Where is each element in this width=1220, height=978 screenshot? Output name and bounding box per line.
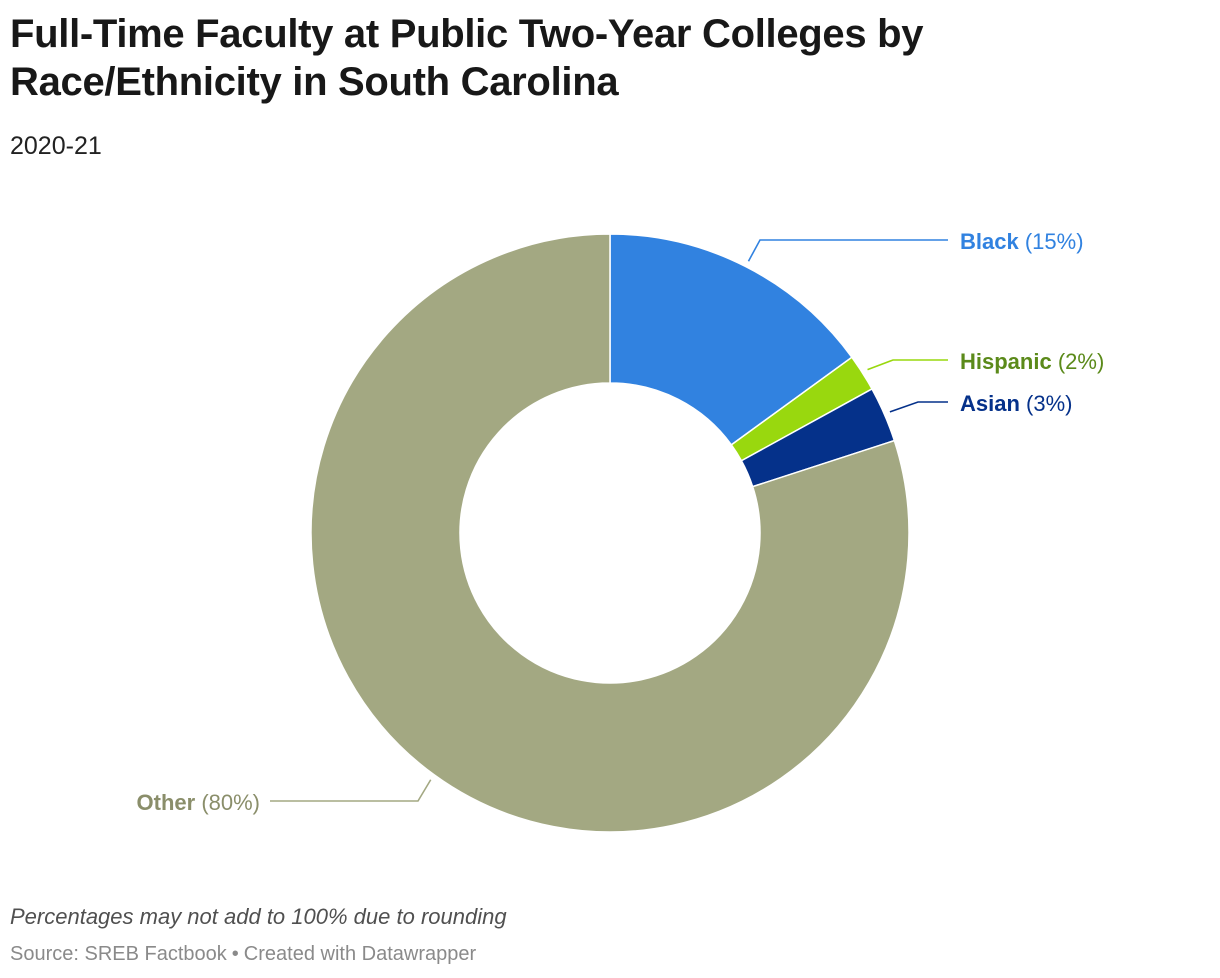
slice-label-name-black: Black [960,229,1019,254]
slice-label-asian: Asian (3%) [960,391,1072,416]
slice-labels: Black (15%) Hispanic (2%) Asian (3%) Other … [137,229,1105,815]
chart-subtitle: 2020-21 [10,132,102,160]
leader-line-hispanic [867,359,948,371]
slice-label-value-hispanic: (2%) [1052,349,1105,374]
slice-label-name-hispanic: Hispanic [960,349,1052,374]
slice-other[interactable] [310,233,910,833]
source-text: Source: SREB Factbook [10,943,227,965]
source-line: Source: SREB Factbook • Created with Dataw… [10,941,476,967]
slice-label-name-asian: Asian [960,391,1020,416]
leader-line-other [270,779,432,802]
slice-label-value-black: (15%) [1019,229,1084,254]
slice-label-hispanic: Hispanic (2%) [960,349,1104,374]
leader-line-black [747,239,948,262]
leader-line-asian [889,401,948,413]
source-separator: • [231,943,239,965]
chart-title: Full-Time Faculty at Public Two-Year Col… [10,12,924,104]
slice-label-value-asian: (3%) [1020,391,1073,416]
slice-label-name-other: Other [137,790,196,815]
slice-label-black: Black (15%) [960,229,1084,254]
leader-lines [270,239,948,802]
slice-black[interactable] [609,233,853,446]
credit-text: Created with Datawrapper [243,943,477,965]
slice-label-value-other: (80%) [195,790,260,815]
donut-slices [310,233,910,833]
footnote: Percentages may not add to 100% due to r… [10,904,507,929]
slice-label-other: Other (80%) [137,790,260,815]
